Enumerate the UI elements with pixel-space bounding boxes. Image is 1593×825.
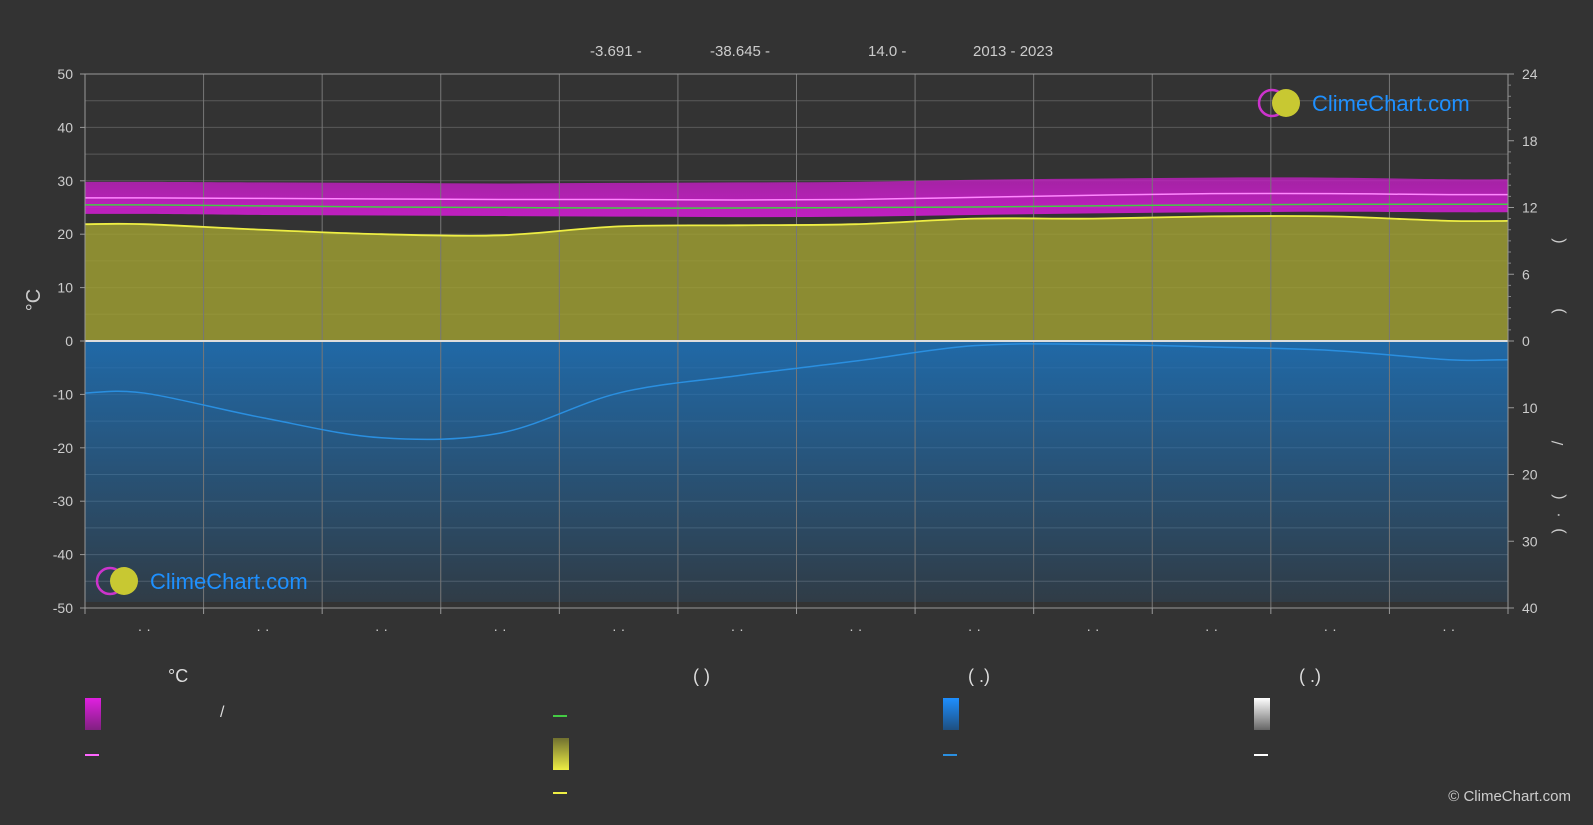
elevation-text: 14.0 - [868,43,907,60]
left-tick-label: -30 [53,493,73,509]
right-tick-label: 24 [1522,66,1538,82]
legend-line-temp-mean [85,754,99,756]
legend-swatch-temp-range [85,698,101,730]
legend-line-snow [1254,754,1268,756]
sunshine-line [84,215,1509,237]
left-tick-label: 0 [65,333,73,349]
right-tick-label: 0 [1522,333,1530,349]
watermark-bottom: ClimeChart.com [95,566,308,596]
legend-line-sunshine [553,792,567,794]
x-tick-label: · · [375,621,388,637]
left-tick-label: 40 [57,119,73,135]
legend-heading-precipitation: ( .) [968,666,990,686]
legend-line-precipitation [943,754,957,756]
left-tick-label: 10 [57,280,73,296]
x-tick-label: · · [731,621,744,637]
x-tick-label: · · [968,621,981,637]
right-axis-label: ( [1550,494,1567,500]
left-tick-label: -20 [53,440,73,456]
right-axis-label: / [1550,440,1567,445]
left-tick-label: -50 [53,600,73,616]
right-tick-label: 18 [1522,133,1538,149]
right-axis-ticks: 24 18 12 6 0 10 20 30 40 [1508,66,1538,616]
right-axis-label: ) [1550,528,1567,533]
legend-swatch-snow [1254,698,1270,730]
right-tick-label: 30 [1522,533,1538,549]
climate-chart: 50 40 30 20 10 0 -10 -20 -30 -40 -50 24 18 12 6 0 10 20 3… [23,66,1567,637]
left-axis-ticks: 50 40 30 20 10 0 -10 -20 -30 -40 -50 [53,66,85,616]
left-axis-label: °C [23,289,45,311]
left-tick-label: -10 [53,386,73,402]
legend-line-green [553,715,567,717]
legend-swatch-precipitation [943,698,959,730]
green-series-line [84,203,1508,209]
right-axis-label: ) [1550,308,1567,313]
latitude-text: -3.691 - [590,43,642,60]
x-tick-label: · · [493,621,506,637]
x-tick-label: · · [138,621,151,637]
x-tick-label: · · [1442,621,1455,637]
legend-swatch-sunshine [553,738,569,770]
copyright-text: © ClimeChart.com [1448,788,1571,805]
watermark-text-top: ClimeChart.com [1312,91,1470,116]
legend-heading-temperature: °C [168,666,189,686]
right-tick-label: 12 [1522,200,1538,216]
logo-sun-icon [1272,89,1300,117]
left-tick-label: -40 [53,547,73,563]
left-tick-label: 20 [57,226,73,242]
precipitation-line [84,343,1509,441]
period-text: 2013 - 2023 [973,43,1054,60]
x-tick-label: · · [1324,621,1337,637]
x-tick-label: · · [1086,621,1099,637]
right-axis-label: · [1550,512,1567,517]
right-tick-label: 20 [1522,467,1538,483]
legend-slash: / [220,704,225,721]
legend-heading-snow: ( .) [1299,666,1321,686]
longitude-text: -38.645 - [710,43,771,60]
right-axis-label: ( [1550,238,1567,244]
x-tick-label: · · [256,621,269,637]
right-tick-label: 10 [1522,400,1538,416]
right-tick-label: 40 [1522,600,1538,616]
temperature-mean-line [84,192,1509,201]
logo-sun-icon [110,567,138,595]
left-tick-label: 30 [57,173,73,189]
x-tick-label: · · [849,621,862,637]
x-tick-label: · · [1205,621,1218,637]
legend-heading-sunshine: ( ) [693,666,710,686]
left-tick-label: 50 [57,66,73,82]
watermark-text-bottom: ClimeChart.com [150,569,308,594]
right-tick-label: 6 [1522,266,1530,282]
watermark-top: ClimeChart.com [1257,88,1470,118]
x-tick-label: · · [612,621,625,637]
right-axis-labels: () / ( ·) [1550,238,1567,534]
x-axis-ticks: · · · · · · · · · · · · · · · · · · · · · · · · [84,608,1509,637]
